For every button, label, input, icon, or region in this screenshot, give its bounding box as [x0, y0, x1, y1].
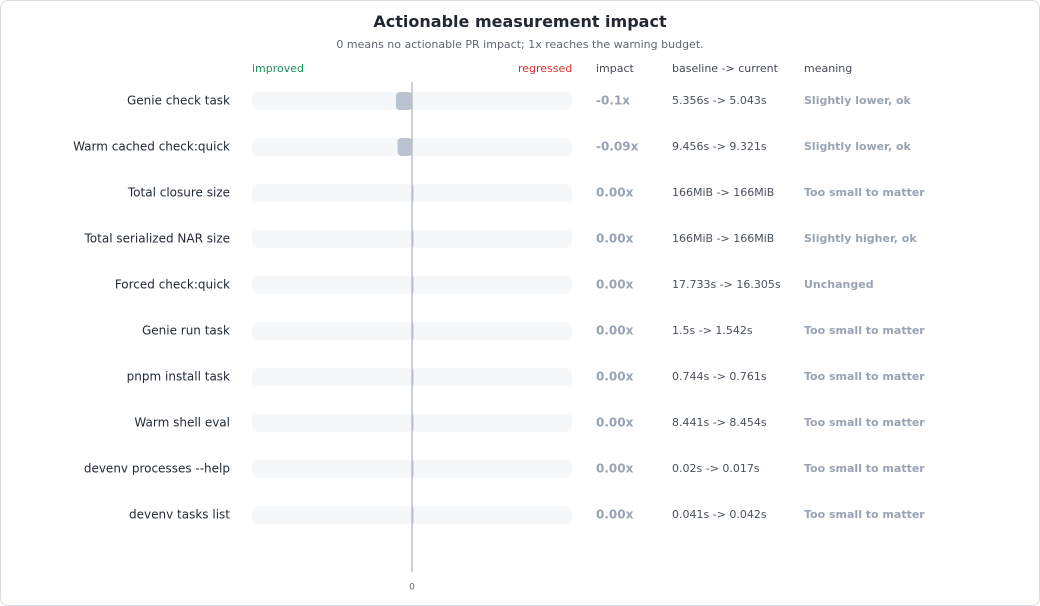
meaning-value: Slightly lower, ok [804, 140, 912, 153]
impact-bar [411, 277, 414, 293]
baseline-value: 1.5s -> 1.542s [672, 324, 753, 337]
impact-value: 0.00x [596, 186, 634, 200]
meaning-value: Too small to matter [804, 462, 925, 475]
baseline-value: 0.041s -> 0.042s [672, 508, 767, 521]
impact-value: 0.00x [596, 324, 634, 338]
impact-value: 0.00x [596, 462, 634, 476]
row-label: Genie run task [142, 324, 230, 338]
impact-value: -0.09x [596, 140, 639, 154]
regressed-label: regressed [518, 62, 573, 75]
meaning-value: Too small to matter [804, 416, 925, 429]
meaning-value: Too small to matter [804, 370, 925, 383]
meaning-value: Too small to matter [804, 508, 925, 521]
impact-bar [397, 138, 412, 156]
row-label: devenv processes --help [84, 462, 230, 476]
row-label: Total serialized NAR size [84, 232, 230, 246]
baseline-value: 5.356s -> 5.043s [672, 94, 767, 107]
baseline-value: 9.456s -> 9.321s [672, 140, 767, 153]
baseline-value: 8.441s -> 8.454s [672, 416, 767, 429]
x-tick-zero: 0 [409, 583, 415, 593]
chart-title: Actionable measurement impact [373, 12, 667, 31]
baseline-value: 166MiB -> 166MiB [672, 232, 774, 245]
improved-label: improved [252, 62, 305, 75]
meaning-column-header: meaning [804, 62, 853, 75]
meaning-value: Unchanged [804, 278, 874, 291]
row-label: Warm cached check:quick [73, 140, 230, 154]
baseline-value: 0.02s -> 0.017s [672, 462, 760, 475]
impact-value: 0.00x [596, 278, 634, 292]
impact-value: 0.00x [596, 232, 634, 246]
meaning-value: Slightly lower, ok [804, 94, 912, 107]
meaning-value: Too small to matter [804, 324, 925, 337]
row-label: Forced check:quick [115, 278, 230, 292]
impact-bar [411, 323, 414, 339]
impact-bar [411, 415, 414, 431]
row-label: Genie check task [127, 94, 230, 108]
meaning-value: Too small to matter [804, 186, 925, 199]
impact-bar [411, 461, 414, 477]
row-label: devenv tasks list [129, 508, 230, 522]
impact-bar [411, 231, 414, 247]
baseline-value: 17.733s -> 16.305s [672, 278, 781, 291]
impact-value: 0.00x [596, 416, 634, 430]
impact-value: 0.00x [596, 370, 634, 384]
baseline-value: 0.744s -> 0.761s [672, 370, 767, 383]
impact-bar [396, 92, 412, 110]
baseline-value: 166MiB -> 166MiB [672, 186, 774, 199]
impact-value: 0.00x [596, 508, 634, 522]
chart-subtitle: 0 means no actionable PR impact; 1x reac… [336, 38, 704, 51]
meaning-value: Slightly higher, ok [804, 232, 917, 245]
impact-column-header: impact [596, 62, 634, 75]
impact-bar [411, 369, 414, 385]
row-label: Warm shell eval [134, 416, 230, 430]
row-label: pnpm install task [127, 370, 230, 384]
baseline-column-header: baseline -> current [672, 62, 778, 75]
impact-bar [411, 507, 414, 523]
impact-bar [411, 185, 414, 201]
impact-value: -0.1x [596, 94, 630, 108]
row-label: Total closure size [127, 186, 230, 200]
